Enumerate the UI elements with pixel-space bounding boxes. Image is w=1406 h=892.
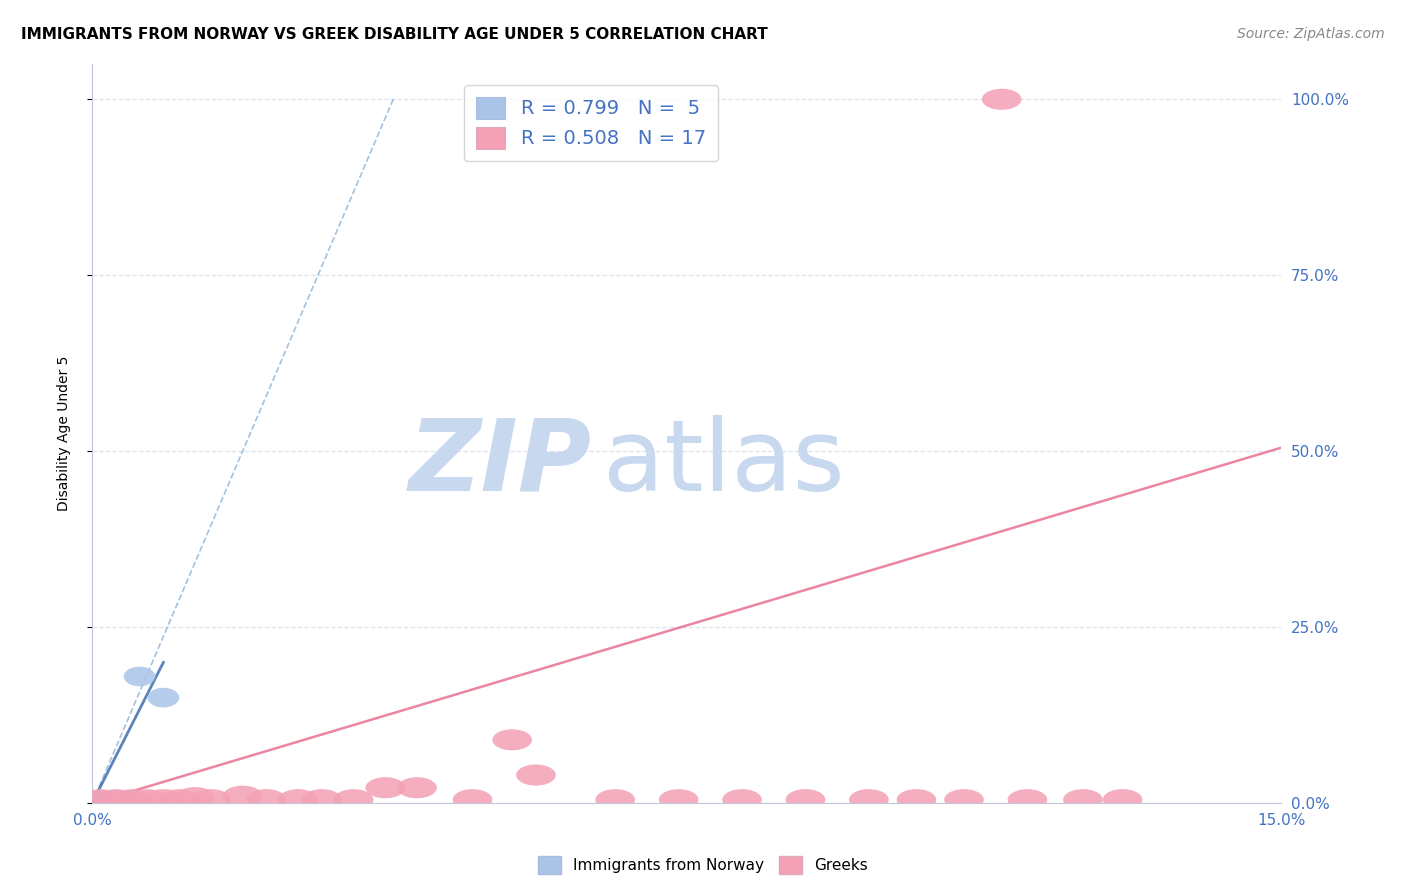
Text: atlas: atlas <box>603 415 845 512</box>
Ellipse shape <box>222 786 263 806</box>
Text: Source: ZipAtlas.com: Source: ZipAtlas.com <box>1237 27 1385 41</box>
Ellipse shape <box>246 789 287 810</box>
Ellipse shape <box>723 789 762 810</box>
Ellipse shape <box>96 789 135 810</box>
Ellipse shape <box>148 688 179 707</box>
Ellipse shape <box>849 789 889 810</box>
Ellipse shape <box>333 789 374 810</box>
Ellipse shape <box>366 777 405 798</box>
Ellipse shape <box>143 789 183 810</box>
Ellipse shape <box>112 789 152 810</box>
Ellipse shape <box>124 666 156 686</box>
Ellipse shape <box>278 789 318 810</box>
Ellipse shape <box>80 789 120 810</box>
Ellipse shape <box>492 730 531 750</box>
Ellipse shape <box>128 789 167 810</box>
Ellipse shape <box>897 789 936 810</box>
Ellipse shape <box>1102 789 1142 810</box>
Ellipse shape <box>302 789 342 810</box>
Ellipse shape <box>981 88 1022 110</box>
Ellipse shape <box>659 789 699 810</box>
Ellipse shape <box>945 789 984 810</box>
Ellipse shape <box>176 787 215 808</box>
Ellipse shape <box>1008 789 1047 810</box>
Ellipse shape <box>115 789 148 810</box>
Legend: R = 0.799   N =  5, R = 0.508   N = 17: R = 0.799 N = 5, R = 0.508 N = 17 <box>464 85 717 161</box>
Ellipse shape <box>398 777 437 798</box>
Ellipse shape <box>84 789 115 810</box>
Text: IMMIGRANTS FROM NORWAY VS GREEK DISABILITY AGE UNDER 5 CORRELATION CHART: IMMIGRANTS FROM NORWAY VS GREEK DISABILI… <box>21 27 768 42</box>
Ellipse shape <box>595 789 636 810</box>
Ellipse shape <box>1063 789 1102 810</box>
Y-axis label: Disability Age Under 5: Disability Age Under 5 <box>58 356 72 511</box>
Ellipse shape <box>159 789 200 810</box>
Ellipse shape <box>191 789 231 810</box>
Ellipse shape <box>516 764 555 786</box>
Ellipse shape <box>786 789 825 810</box>
Text: ZIP: ZIP <box>408 415 592 512</box>
Ellipse shape <box>453 789 492 810</box>
Legend: Immigrants from Norway, Greeks: Immigrants from Norway, Greeks <box>531 850 875 880</box>
Ellipse shape <box>100 789 132 810</box>
